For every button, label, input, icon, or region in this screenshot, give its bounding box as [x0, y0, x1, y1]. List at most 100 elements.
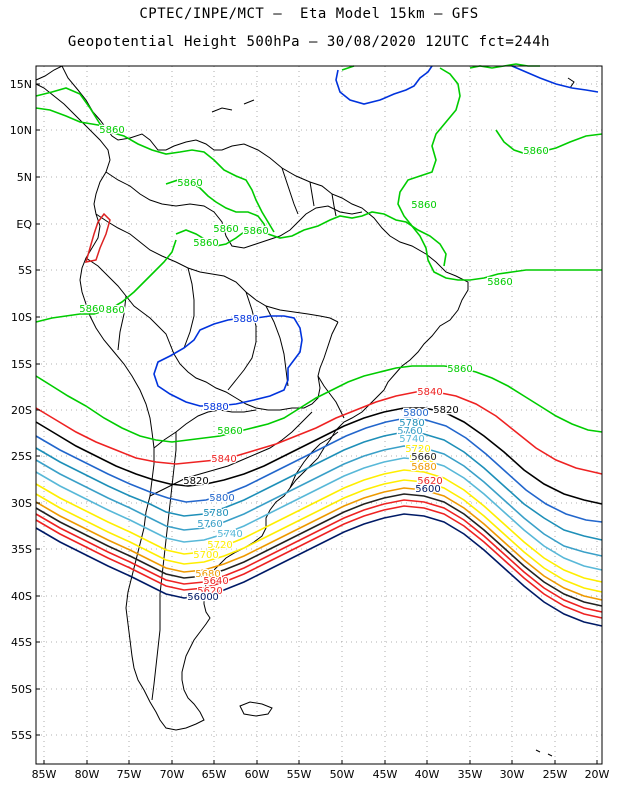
contour-label: 5860: [213, 224, 238, 235]
contour-label: 5700: [409, 454, 434, 465]
lat-tick-label: 5N: [17, 171, 32, 184]
contour-5600: [35, 513, 603, 627]
contour-label: 5620: [197, 586, 222, 597]
lat-tick-label: 45S: [11, 636, 32, 649]
lat-tick-label: 25S: [11, 450, 32, 463]
contour-5860: [35, 365, 603, 443]
contour-label: 5860: [99, 125, 124, 136]
lon-tick-label: 70W: [160, 768, 185, 781]
contour-label: 5640: [203, 576, 228, 587]
contour-label: 5780: [203, 508, 228, 519]
contour-5780: [35, 431, 603, 541]
contour-label: 5820: [433, 405, 458, 416]
contour-label: 5740: [399, 434, 424, 445]
contour-label: 5600: [193, 592, 218, 603]
contour-5880: [511, 65, 599, 93]
contour-label: 5860: [523, 146, 548, 157]
contour-5880: [153, 315, 303, 407]
map-frame: [35, 65, 603, 765]
contour-label: 5860: [243, 226, 268, 237]
contour-lines: [35, 63, 603, 627]
lon-tick-label: 30W: [500, 768, 525, 781]
map-title-line2: Geopotential Height 500hPa – 30/08/2020 …: [67, 34, 551, 50]
lon-tick-label: 25W: [543, 768, 568, 781]
contour-5680: [35, 487, 603, 601]
lon-tick-label: 85W: [32, 768, 57, 781]
contour-label: 5600: [415, 484, 440, 495]
lon-tick-label: 20W: [585, 768, 610, 781]
contour-label: 5600: [187, 592, 212, 603]
lat-lon-grid: [36, 66, 602, 764]
contour-label: 5840: [417, 387, 442, 398]
lat-tick-label: 20S: [11, 404, 32, 417]
contour-label: 5780: [399, 418, 424, 429]
contour-label: 5800: [209, 493, 234, 504]
contour-5860: [35, 239, 177, 323]
lon-tick-label: 55W: [287, 768, 312, 781]
contour-5660: [35, 493, 603, 607]
contour-label: 5860: [487, 277, 512, 288]
contour-5860: [341, 63, 602, 281]
lat-tick-label: 10S: [11, 311, 32, 324]
contour-label: 5820: [183, 476, 208, 487]
contour-5620: [35, 505, 603, 619]
contour-label: 5860: [447, 364, 472, 375]
lat-tick-label: 35S: [11, 543, 32, 556]
contour-label: 5680: [411, 462, 436, 473]
lat-tick-label: 30S: [11, 497, 32, 510]
contour-5720: [35, 469, 603, 583]
contour-5820: [35, 407, 603, 505]
contour-label: 5880: [203, 402, 228, 413]
contour-label: 5720: [207, 540, 232, 551]
lon-tick-label: 45W: [373, 768, 398, 781]
contour-5640: [35, 499, 603, 613]
contour-5880: [335, 65, 433, 105]
contour-label: 5860: [193, 238, 218, 249]
lat-tick-label: 5S: [18, 264, 32, 277]
contour-5800: [35, 417, 603, 523]
contour-label: 5700: [193, 550, 218, 561]
contour-label: 5720: [405, 444, 430, 455]
lat-tick-label: 15S: [11, 358, 32, 371]
lon-tick-label: 80W: [75, 768, 100, 781]
contour-5860: [35, 107, 105, 127]
contour-label: 5680: [195, 569, 220, 580]
lat-tick-label: 10N: [10, 124, 32, 137]
contour-label: 5740: [217, 529, 242, 540]
contour-label: 5800: [403, 408, 428, 419]
axis-ticks: 15N 10N 5N EQ 5S 10S 15S 20S 25S 30S 35S 40S 45S 50S 5…: [10, 78, 610, 781]
lat-tick-label: 50S: [11, 683, 32, 696]
contour-5860: [165, 179, 269, 235]
contour-5860: [495, 129, 603, 155]
contour-label: 5860: [79, 304, 104, 315]
map-title-line1: CPTEC/INPE/MCT – Eta Model 15km – GFS: [139, 6, 479, 22]
contour-label: 5860: [217, 426, 242, 437]
lon-tick-label: 75W: [117, 768, 142, 781]
contour-5840: [35, 391, 603, 475]
contour-label: 5760: [397, 426, 422, 437]
contour-label: 5660: [411, 452, 436, 463]
contour-label: 5620: [417, 476, 442, 487]
lat-tick-label: 55S: [11, 729, 32, 742]
coastline-borders: [35, 65, 575, 757]
central-america-coast: [35, 65, 469, 731]
lon-tick-label: 65W: [202, 768, 227, 781]
lon-tick-label: 50W: [330, 768, 355, 781]
contour-labels: 5860586058605860586058605860586058605860…: [78, 124, 550, 605]
contour-label: 5880: [233, 314, 258, 325]
contour-label: 5760: [197, 519, 222, 530]
lon-tick-label: 40W: [415, 768, 440, 781]
lat-tick-label: EQ: [16, 218, 32, 231]
contour-label: 5860: [99, 305, 124, 316]
contour-5860: [35, 87, 275, 233]
lat-tick-label: 40S: [11, 590, 32, 603]
contour-label: 5860: [411, 200, 436, 211]
lat-tick-label: 15N: [10, 78, 32, 91]
contour-5740: [35, 457, 603, 571]
contour-label: 5840: [211, 454, 236, 465]
lon-tick-label: 35W: [458, 768, 483, 781]
contour-5760: [35, 445, 603, 557]
contour-label: 5860: [177, 178, 202, 189]
contour-5700: [35, 479, 603, 593]
